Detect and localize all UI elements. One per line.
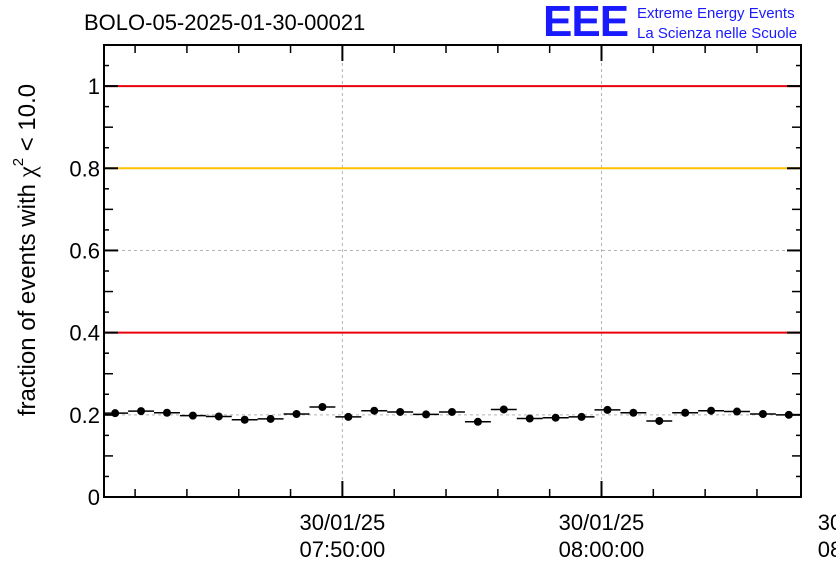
logo-line-1: Extreme Energy Events — [637, 5, 795, 22]
data-point-marker — [422, 410, 431, 419]
plot-frame — [103, 44, 802, 498]
data-points — [104, 403, 801, 426]
y-tick-label: 0.8 — [69, 156, 100, 181]
data-point-marker — [551, 413, 560, 422]
data-point-marker — [188, 411, 197, 420]
data-point-marker — [577, 412, 586, 421]
data-point-marker — [525, 414, 534, 423]
chart-title: BOLO-05-2025-01-30-00021 — [84, 10, 366, 35]
data-point-marker — [370, 406, 379, 415]
y-tick-label: 1 — [88, 74, 100, 99]
y-tick-label: 0.4 — [69, 321, 100, 346]
data-point-marker — [655, 416, 664, 425]
data-point-marker — [214, 412, 223, 421]
y-tick-label: 0 — [88, 485, 100, 510]
data-point-marker — [396, 407, 405, 416]
y-tick-label: 0.2 — [69, 403, 100, 428]
data-point-marker — [629, 408, 638, 417]
y-tick-label: 0.6 — [69, 238, 100, 263]
data-point-marker — [447, 407, 456, 416]
reference-lines — [104, 85, 801, 334]
data-point-marker — [266, 414, 275, 423]
logo-line-2: La Scienza nelle Scuole — [637, 25, 798, 42]
data-point-marker — [137, 407, 146, 416]
y-axis-label: fraction of events with χ2 < 10.0 — [10, 84, 41, 416]
data-point-marker — [681, 408, 690, 417]
x-tick-date-label: 30/01/25 — [559, 510, 645, 535]
data-point-marker — [111, 409, 120, 418]
x-tick-time-label: 08:00:00 — [559, 537, 645, 562]
eee-logo-mark: EEE — [543, 0, 629, 46]
x-tick-date-label: 30/01/25 — [818, 510, 836, 535]
data-point-marker — [499, 405, 508, 414]
axis-ticks — [104, 45, 801, 498]
data-point-marker — [758, 409, 767, 418]
data-point-marker — [162, 408, 171, 417]
tick-labels: 00.20.40.60.8130/01/2507:50:0030/01/2508… — [69, 74, 836, 562]
data-point-marker — [733, 407, 742, 416]
data-point-marker — [707, 406, 716, 415]
data-point-marker — [344, 412, 353, 421]
data-point-marker — [240, 415, 249, 424]
data-point-marker — [603, 405, 612, 414]
data-point-marker — [318, 403, 327, 412]
x-tick-date-label: 30/01/25 — [300, 510, 386, 535]
x-tick-time-label: 07:50:00 — [300, 537, 386, 562]
grid — [104, 45, 801, 497]
data-point-marker — [473, 417, 482, 426]
x-tick-time-label: 08:10:00 — [818, 537, 836, 562]
eee-logo: EEE Extreme Energy Events La Scienza nel… — [543, 0, 833, 46]
data-point-marker — [292, 409, 301, 418]
